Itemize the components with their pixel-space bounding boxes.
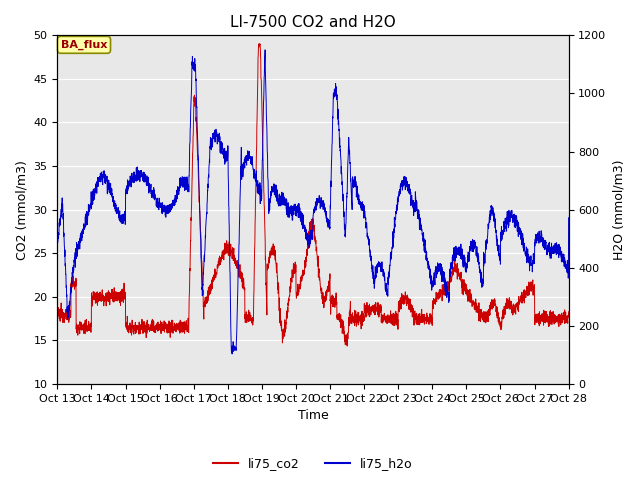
li75_h2o bbox=[142, 179, 150, 184]
li75_h2o bbox=[250, 171, 257, 177]
li75_co2 bbox=[142, 329, 150, 335]
li75_co2 bbox=[250, 316, 257, 322]
li75_co2 bbox=[555, 324, 563, 329]
li75_co2 bbox=[343, 343, 351, 349]
Title: LI-7500 CO2 and H2O: LI-7500 CO2 and H2O bbox=[230, 15, 396, 30]
li75_h2o bbox=[261, 47, 269, 53]
li75_co2 bbox=[112, 297, 120, 303]
li75_co2 bbox=[500, 315, 508, 321]
Legend: li75_co2, li75_h2o: li75_co2, li75_h2o bbox=[208, 452, 418, 475]
li75_h2o bbox=[54, 238, 61, 244]
li75_h2o bbox=[112, 201, 120, 206]
li75_h2o bbox=[555, 241, 563, 247]
li75_co2 bbox=[564, 309, 572, 314]
li75_h2o bbox=[272, 194, 280, 200]
Y-axis label: H2O (mmol/m3): H2O (mmol/m3) bbox=[612, 159, 625, 260]
X-axis label: Time: Time bbox=[298, 409, 328, 422]
li75_co2 bbox=[272, 259, 280, 264]
li75_co2 bbox=[54, 312, 61, 318]
Y-axis label: CO2 (mmol/m3): CO2 (mmol/m3) bbox=[15, 160, 28, 260]
li75_h2o bbox=[564, 215, 572, 221]
Line: li75_h2o: li75_h2o bbox=[58, 50, 568, 354]
Line: li75_co2: li75_co2 bbox=[58, 44, 568, 346]
li75_h2o bbox=[500, 220, 508, 226]
li75_h2o bbox=[228, 351, 236, 357]
Text: BA_flux: BA_flux bbox=[61, 40, 107, 50]
li75_co2 bbox=[255, 41, 262, 47]
